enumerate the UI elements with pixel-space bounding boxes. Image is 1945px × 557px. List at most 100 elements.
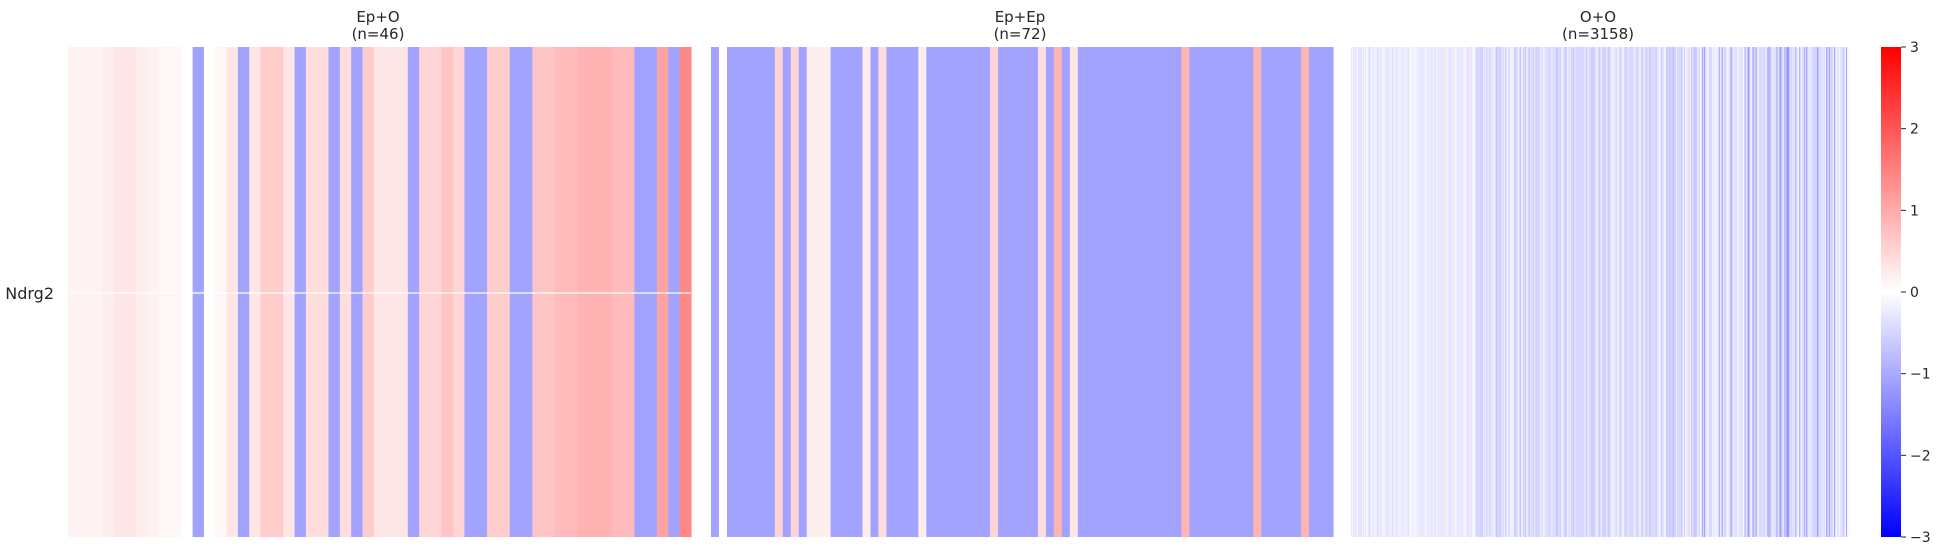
o-o-cell [1474,47,1476,537]
o-o-cell [1356,47,1359,537]
o-o-cell [1664,47,1666,537]
o-o-cell [1665,47,1667,537]
o-o-cell [1439,47,1442,537]
o-o-cell [1621,47,1623,537]
o-o-cell [1451,47,1453,537]
o-o-cell [1404,47,1407,537]
o-o-cell [1365,47,1368,537]
o-o-cell [1637,47,1639,537]
o-o-cell [1523,47,1526,537]
ep-o-cell [215,47,228,537]
ep-ep-cell [870,47,880,537]
row-label-ndrg2: Ndrg2 [5,284,54,303]
o-o-cell [1662,47,1664,537]
o-o-cell [1488,47,1490,537]
o-o-cell [1756,47,1759,537]
ep-ep-cell [1149,47,1159,537]
o-o-cell [1595,47,1598,537]
o-o-cell [1818,47,1820,537]
o-o-cell [1776,47,1779,537]
o-o-cell [1384,47,1387,537]
o-o-cell [1374,47,1377,537]
o-o-cell [1571,47,1574,537]
ep-o-cell [90,47,103,537]
ep-ep-cell [814,47,824,537]
o-o-cell [1542,47,1545,537]
o-o-cell [1585,47,1588,537]
o-o-cell [1629,47,1631,537]
o-o-cell [1445,47,1448,537]
o-o-cell [1751,47,1754,537]
o-o-cell [1491,47,1493,537]
o-o-cell [1589,47,1592,537]
o-o-cell [1522,47,1525,537]
ep-ep-cell [782,47,792,537]
colorbar-tick-label: 3 [1910,40,1919,56]
o-o-cell [1758,47,1761,537]
o-o-cell [1378,47,1381,537]
o-o-cell [1420,47,1423,537]
o-o-cell [1817,47,1819,537]
o-o-cell [1359,47,1362,537]
o-o-cell [1591,47,1594,537]
ep-o-cell [464,47,477,537]
o-o-cell [1826,47,1828,537]
o-o-cell [1478,47,1480,537]
ep-o-cell [203,47,216,537]
o-o-cell [1362,47,1365,537]
o-o-cell [1630,47,1632,537]
ep-o-cell [305,47,318,537]
o-o-cell [1538,47,1541,537]
o-o-cell [1640,47,1642,537]
o-o-cell [1377,47,1380,537]
o-o-cell [1580,47,1583,537]
ep-ep-cell [1213,47,1222,537]
o-o-cell [1518,47,1521,537]
o-o-cell [1823,47,1825,537]
o-o-cell [1402,47,1405,537]
o-o-cell [1484,47,1486,537]
o-o-cell [1642,47,1644,537]
o-o-cell [1389,47,1392,537]
o-o-cell [1408,47,1411,537]
o-o-cell [1449,47,1451,537]
o-o-cell [1564,47,1567,537]
o-o-cell [1386,47,1389,537]
o-o-cell [1679,47,1681,537]
o-o-cell [1512,47,1514,537]
o-o-cell [1428,47,1431,537]
o-o-cell [1748,47,1751,537]
o-o-cell [1583,47,1586,537]
o-o-cell [1536,47,1539,537]
o-o-cell [1577,47,1580,537]
o-o-cell [1759,47,1762,537]
o-o-cell [1816,47,1818,537]
o-o-cell [1596,47,1599,537]
o-o-cell [1695,47,1698,537]
ep-o-cell [283,47,296,537]
o-o-cell [1781,47,1783,537]
o-o-cell [1627,47,1629,537]
o-o-cell [1438,47,1441,537]
o-o-cell [1613,47,1616,537]
ep-o-cell [226,47,239,537]
ep-o-cell [419,47,432,537]
ep-ep-cell [734,47,744,537]
o-o-cell [1430,47,1433,537]
o-o-cell [1446,47,1449,537]
o-o-cell [1660,47,1662,537]
o-o-cell [1429,47,1432,537]
o-o-cell [1786,47,1788,537]
ep-ep-cell [1317,47,1326,537]
o-o-cell [1624,47,1626,537]
o-o-cell [1635,47,1637,537]
ep-ep-cell [1197,47,1207,537]
o-o-cell [1800,47,1802,537]
o-o-cell [1483,47,1485,537]
o-o-cell [1503,47,1505,537]
ep-o-cell [68,47,80,537]
o-o-cell [1534,47,1537,537]
o-o-cell [1369,47,1372,537]
o-o-cell [1784,47,1786,537]
o-o-cell [1820,47,1822,537]
